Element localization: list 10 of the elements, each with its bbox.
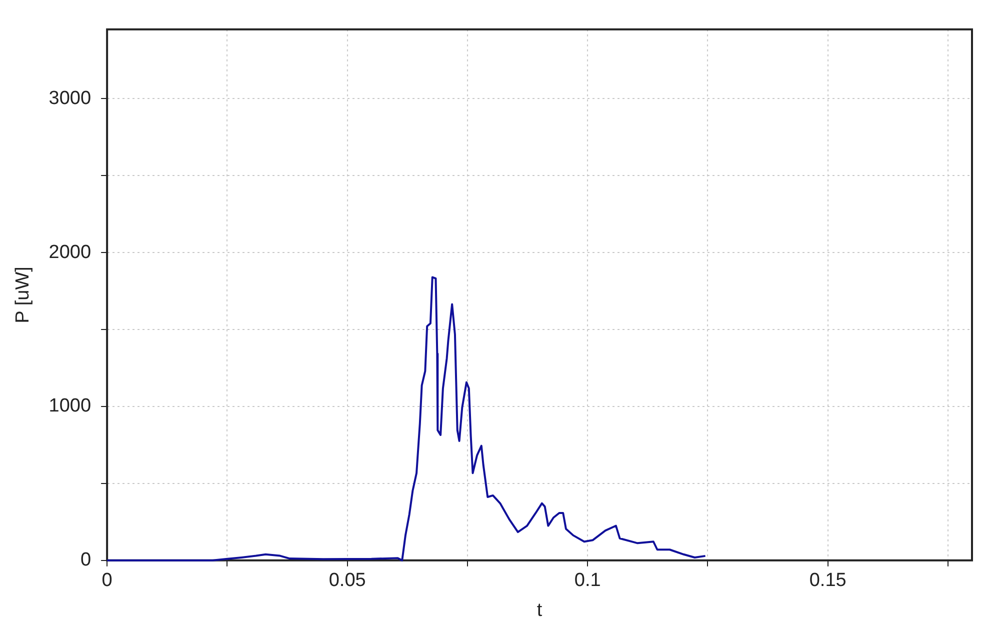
x-tick-label: 0.1 xyxy=(574,570,601,592)
y-axis-title: P [uW] xyxy=(12,266,34,324)
y-tick-label: 0 xyxy=(80,550,92,571)
y-tick-label: 2000 xyxy=(48,242,92,263)
y-tick-label: 1000 xyxy=(48,396,92,417)
y-tick-label: 3000 xyxy=(48,88,92,109)
x-tick-label: 0 xyxy=(102,570,112,592)
x-tick-label: 0.15 xyxy=(809,570,846,592)
x-tick-label: 0.05 xyxy=(328,570,366,592)
x-axis-title: t xyxy=(536,600,543,621)
